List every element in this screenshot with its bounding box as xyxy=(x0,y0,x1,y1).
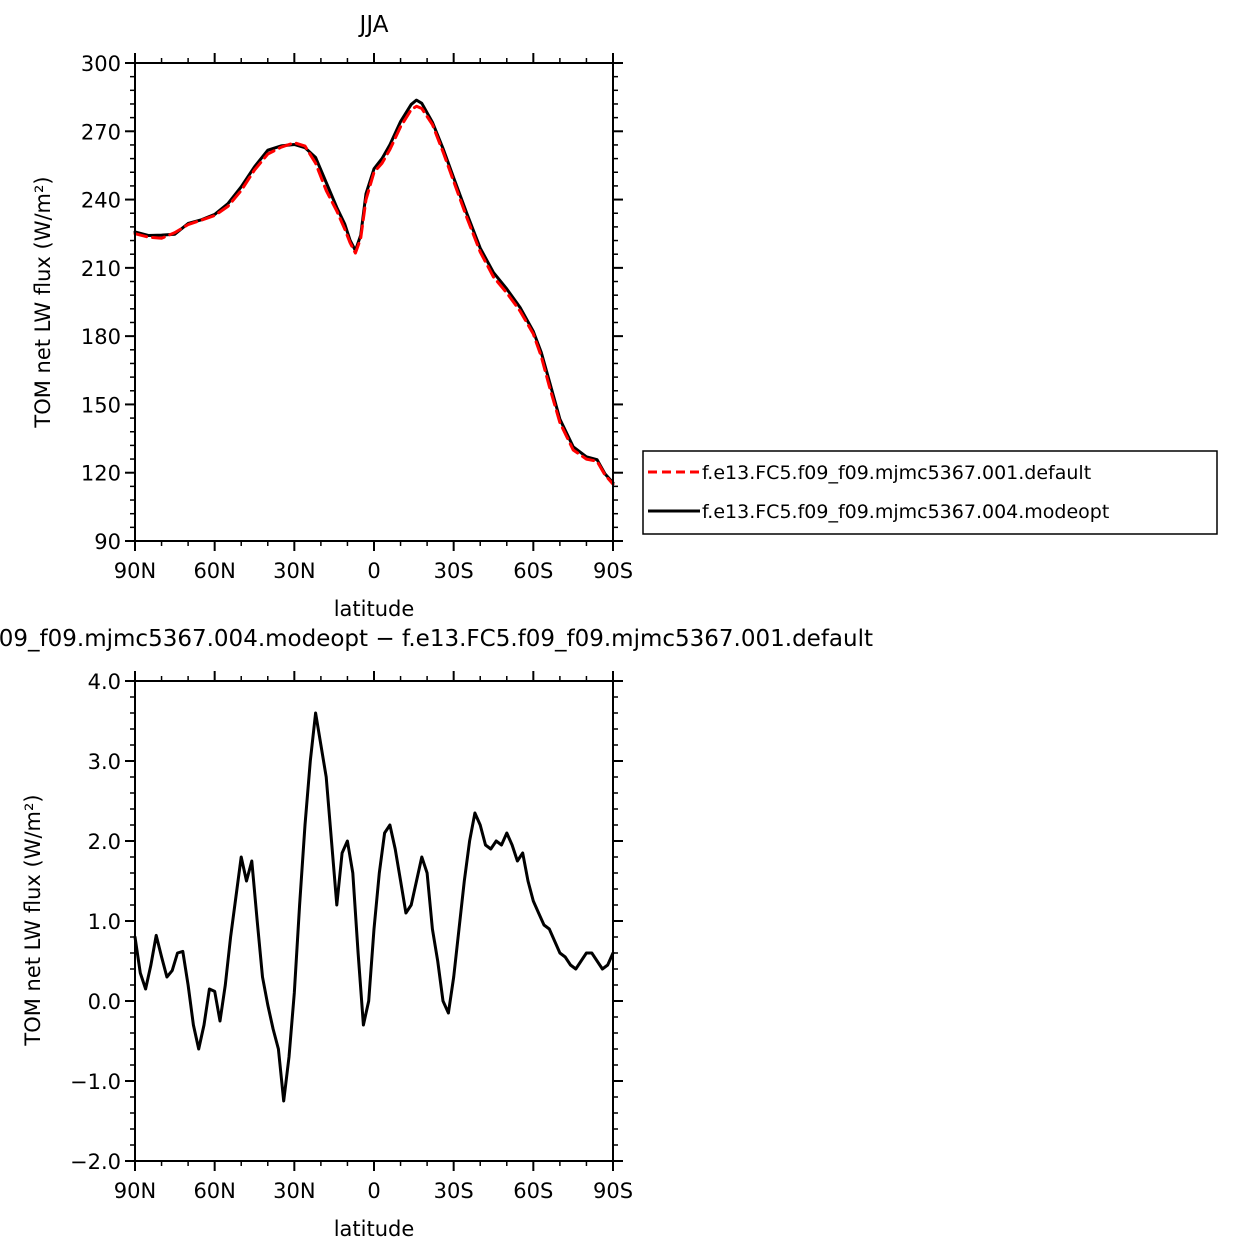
bottom-x-tick-label: 30S xyxy=(434,1179,474,1203)
bottom-y-tick-label: 1.0 xyxy=(88,910,121,934)
bottom-x-tick-label: 90N xyxy=(114,1179,156,1203)
bottom-x-axis-label: latitude xyxy=(334,1217,415,1241)
top-y-axis-label: TOM net LW flux (W/m²) xyxy=(31,176,55,428)
bottom-y-tick-label: −2.0 xyxy=(70,1150,121,1174)
top-y-tick-label: 300 xyxy=(81,52,121,76)
bottom-series-line-0 xyxy=(133,711,615,1103)
top-series-line-1 xyxy=(133,104,615,486)
legend: f.e13.FC5.f09_f09.mjmc5367.001.default f… xyxy=(642,450,1218,535)
top-x-tick-label: 0 xyxy=(367,559,380,583)
top-y-tick-label: 120 xyxy=(81,462,121,486)
top-y-tick-label: 270 xyxy=(81,120,121,144)
legend-box xyxy=(642,450,1218,535)
top-x-tick-label: 60N xyxy=(193,559,235,583)
top-x-tick-label: 90N xyxy=(114,559,156,583)
bottom-y-tick-label: 0.0 xyxy=(88,990,121,1014)
bottom-y-tick-label: 4.0 xyxy=(88,670,121,694)
legend-label-default: f.e13.FC5.f09_f09.mjmc5367.001.default xyxy=(702,462,1091,484)
top-plot-frame xyxy=(134,62,614,542)
top-x-tick-label: 60S xyxy=(513,559,553,583)
bottom-x-tick-label: 90S xyxy=(593,1179,633,1203)
bottom-y-tick-label: 3.0 xyxy=(88,750,121,774)
top-y-tick-label: 90 xyxy=(94,530,121,554)
bottom-y-tick-label: −1.0 xyxy=(70,1070,121,1094)
bottom-y-axis-label: TOM net LW flux (W/m²) xyxy=(21,794,45,1046)
bottom-chart: f.e13.FC5.f09_f09.mjmc5367.004.modeopt −… xyxy=(0,626,873,1241)
top-chart: JJA 90N 60N 30N 0 30S 60S 90S 90 120 150 180 210 240… xyxy=(31,12,1218,621)
top-series-line-0 xyxy=(133,98,615,485)
bottom-chart-title: f.e13.FC5.f09_f09.mjmc5367.004.modeopt −… xyxy=(0,626,873,652)
top-x-tick-label: 90S xyxy=(593,559,633,583)
top-y-tick-label: 180 xyxy=(81,325,121,349)
bottom-x-tick-label: 60S xyxy=(513,1179,553,1203)
top-chart-title: JJA xyxy=(358,12,389,38)
bottom-x-tick-label: 60N xyxy=(193,1179,235,1203)
legend-label-modeopt: f.e13.FC5.f09_f09.mjmc5367.004.modeopt xyxy=(702,501,1109,523)
top-x-axis-label: latitude xyxy=(334,597,415,621)
bottom-y-tick-label: 2.0 xyxy=(88,830,121,854)
top-y-tick-label: 210 xyxy=(81,257,121,281)
top-x-tick-label: 30N xyxy=(273,559,315,583)
top-y-tick-label: 240 xyxy=(81,189,121,213)
top-y-tick-label: 150 xyxy=(81,393,121,417)
bottom-x-tick-label: 0 xyxy=(367,1179,380,1203)
top-x-tick-label: 30S xyxy=(434,559,474,583)
bottom-x-tick-label: 30N xyxy=(273,1179,315,1203)
